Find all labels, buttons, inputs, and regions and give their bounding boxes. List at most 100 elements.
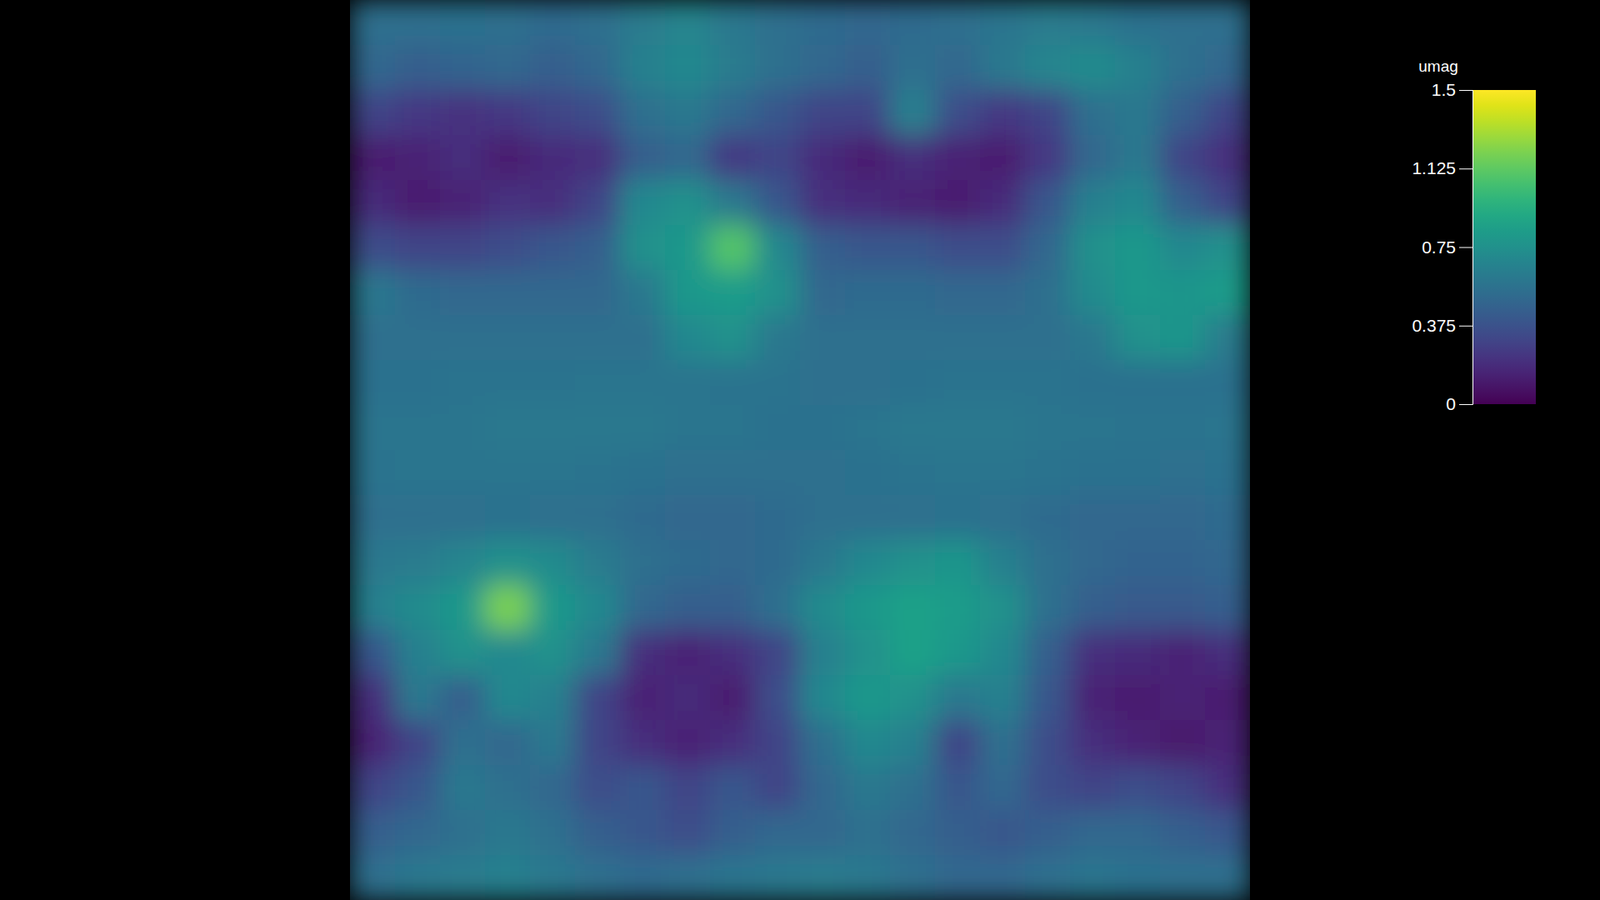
cell	[1160, 405, 1206, 451]
cell	[980, 315, 1026, 361]
cell	[620, 270, 666, 316]
cell	[890, 720, 936, 766]
cell	[1070, 0, 1116, 46]
cell	[1160, 585, 1206, 631]
cell	[935, 675, 981, 721]
cell	[1115, 540, 1161, 586]
plot-area	[350, 0, 1250, 900]
cell	[665, 630, 711, 676]
cell	[1115, 765, 1161, 811]
cell	[710, 675, 756, 721]
cell	[1205, 630, 1250, 676]
cell	[710, 585, 756, 631]
tick-label: 0.75	[1421, 237, 1456, 257]
cell	[575, 540, 621, 586]
cell	[575, 180, 621, 226]
cell	[620, 45, 666, 91]
cell	[1160, 135, 1206, 181]
cell	[890, 585, 936, 631]
cell	[575, 495, 621, 541]
cell	[1025, 495, 1071, 541]
cell	[845, 45, 891, 91]
cell	[1160, 0, 1206, 46]
cell	[440, 495, 486, 541]
cell	[710, 450, 756, 496]
cell	[395, 90, 441, 136]
field	[350, 0, 1250, 900]
cell	[1205, 720, 1250, 766]
cell	[755, 810, 801, 856]
cell	[485, 0, 531, 46]
cell	[485, 45, 531, 91]
cell	[395, 540, 441, 586]
cell	[980, 90, 1026, 136]
cell	[935, 720, 981, 766]
cell	[1205, 540, 1250, 586]
cell	[665, 450, 711, 496]
cell	[575, 45, 621, 91]
cell	[710, 810, 756, 856]
tick: 1.5	[1431, 80, 1473, 100]
cell	[620, 315, 666, 361]
cell	[530, 0, 576, 46]
cell	[395, 675, 441, 721]
cell	[845, 585, 891, 631]
cell	[440, 585, 486, 631]
cell	[890, 675, 936, 721]
cell	[440, 0, 486, 46]
cell	[800, 855, 846, 900]
cell	[575, 360, 621, 406]
cell	[350, 405, 396, 451]
cell	[620, 765, 666, 811]
cell	[395, 180, 441, 226]
cell	[620, 90, 666, 136]
cell	[530, 225, 576, 271]
cell	[485, 765, 531, 811]
cell	[1115, 270, 1161, 316]
cell	[1160, 90, 1206, 136]
cell	[710, 180, 756, 226]
cell	[710, 720, 756, 766]
cell	[395, 630, 441, 676]
cell	[755, 855, 801, 900]
cell	[350, 0, 396, 46]
cell	[755, 135, 801, 181]
cell	[1160, 270, 1206, 316]
cell	[575, 810, 621, 856]
cell	[665, 765, 711, 811]
cell	[800, 315, 846, 361]
cell	[845, 675, 891, 721]
cell	[485, 855, 531, 900]
cell	[1115, 225, 1161, 271]
cell	[710, 315, 756, 361]
cell	[485, 180, 531, 226]
cell	[800, 495, 846, 541]
cell	[890, 450, 936, 496]
cell	[710, 360, 756, 406]
cell	[440, 405, 486, 451]
cell	[1205, 90, 1250, 136]
cell	[935, 45, 981, 91]
cell	[395, 450, 441, 496]
cell	[845, 315, 891, 361]
cell	[980, 855, 1026, 900]
cell	[530, 360, 576, 406]
colorbar-ramp	[1472, 90, 1536, 405]
cell	[980, 810, 1026, 856]
cell	[980, 630, 1026, 676]
cell	[710, 495, 756, 541]
cell	[890, 45, 936, 91]
cell	[620, 180, 666, 226]
cell	[1070, 675, 1116, 721]
cell	[485, 405, 531, 451]
cell	[1205, 855, 1250, 900]
cell	[980, 405, 1026, 451]
cell	[755, 585, 801, 631]
cell	[350, 270, 396, 316]
cell	[440, 450, 486, 496]
cell	[980, 495, 1026, 541]
cell	[845, 225, 891, 271]
cell	[935, 225, 981, 271]
cell	[890, 0, 936, 46]
cell	[1205, 810, 1250, 856]
